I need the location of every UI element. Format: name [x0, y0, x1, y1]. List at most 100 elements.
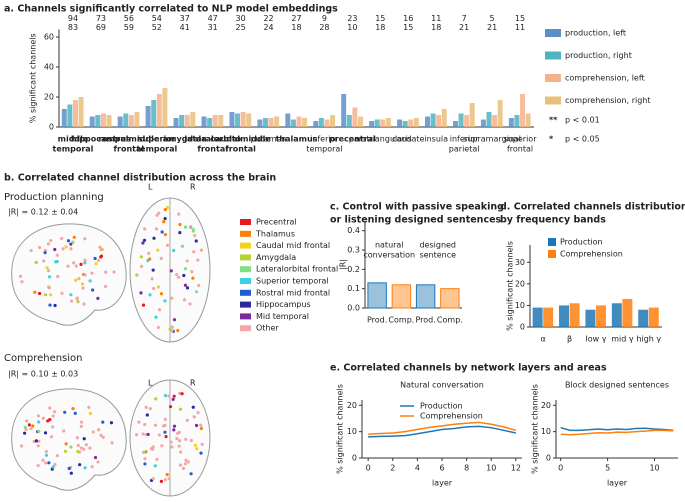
panel-title: c. Control with passive speaking	[330, 202, 504, 213]
electrode	[188, 302, 192, 306]
y-tick-label: 10	[347, 427, 357, 436]
electrode	[141, 432, 145, 436]
x-tick-label: frontal	[225, 145, 256, 154]
x-axis-label: layer	[607, 479, 628, 488]
electrode	[91, 288, 95, 292]
electrode	[43, 293, 48, 297]
x-tick-label: mid γ	[611, 335, 634, 344]
electrode	[69, 299, 74, 303]
electrode	[154, 315, 158, 319]
bar	[559, 305, 569, 327]
bar	[543, 307, 554, 327]
electrode	[165, 243, 170, 247]
electrode	[156, 248, 160, 252]
electrode	[176, 328, 180, 333]
bar	[452, 121, 458, 127]
bar	[367, 282, 387, 309]
x-tick-label: high γ	[636, 335, 661, 344]
bar	[67, 104, 73, 127]
legend-label: Mid temporal	[256, 312, 309, 321]
electrode	[140, 264, 144, 268]
bar	[212, 115, 218, 127]
electrode	[155, 457, 159, 461]
electrode	[188, 225, 192, 229]
electrode	[19, 444, 24, 448]
electrodes	[18, 206, 204, 483]
bar	[480, 119, 486, 127]
electrode	[94, 261, 98, 266]
count-label: 83	[68, 23, 78, 32]
x-tick-label: thalamus	[276, 135, 318, 144]
bar	[95, 115, 101, 127]
y-tick-label: 40	[44, 63, 54, 72]
y-axis-label: % significant channels	[336, 384, 345, 474]
line	[368, 425, 517, 438]
x-tick-label: 10	[486, 464, 496, 473]
bar	[162, 88, 168, 127]
legend-swatch	[240, 313, 251, 320]
electrode	[183, 267, 187, 271]
bar	[391, 284, 412, 309]
electrode	[200, 442, 204, 446]
electrode	[194, 423, 199, 428]
bar	[369, 121, 375, 127]
count-label: 25	[236, 23, 246, 32]
electrode	[76, 443, 80, 448]
y-tick-label: 20	[44, 93, 54, 102]
electrode	[98, 245, 102, 249]
electrode	[172, 248, 176, 253]
electrode	[192, 250, 196, 254]
electrode	[51, 425, 55, 429]
x-tick-label: inferior	[310, 135, 339, 144]
bar	[184, 115, 190, 127]
electrode	[90, 465, 94, 469]
bar	[296, 116, 302, 127]
line	[560, 426, 674, 432]
electrode	[66, 239, 71, 243]
electrode	[44, 461, 48, 465]
electrode	[66, 264, 70, 268]
electrode	[29, 248, 33, 253]
electrode	[110, 441, 114, 445]
y-tick-label: 0	[49, 123, 54, 132]
legend-label: Precentral	[256, 218, 297, 227]
bar	[408, 119, 414, 127]
count-label: 94	[68, 14, 78, 23]
brain-side	[11, 223, 127, 326]
x-tick-label: 0	[366, 464, 371, 473]
count-label: 41	[180, 23, 190, 32]
electrode	[163, 393, 168, 398]
electrode	[172, 394, 176, 398]
electrode	[177, 212, 181, 216]
bar	[268, 118, 274, 127]
y-tick-label: 0.1	[347, 284, 360, 293]
bar	[458, 113, 464, 127]
electrode	[69, 471, 73, 475]
electrode	[185, 286, 190, 290]
electrode	[189, 438, 193, 443]
electrode	[154, 397, 158, 401]
bar	[262, 118, 268, 127]
electrode	[199, 426, 203, 431]
electrode	[112, 270, 116, 274]
electrode	[47, 286, 51, 290]
y-tick-label: 20	[347, 401, 357, 410]
electrode	[145, 413, 149, 417]
bar	[464, 115, 470, 127]
electrode	[170, 296, 174, 300]
electrode	[183, 225, 188, 229]
legend-swatch	[240, 254, 251, 261]
electrode	[194, 290, 199, 294]
view-stat: |R| = 0.12 ± 0.04	[8, 208, 78, 217]
electrode	[71, 407, 75, 411]
electrode	[96, 258, 101, 263]
x-tick-label: caudalmiddle	[210, 135, 271, 144]
electrode	[177, 275, 181, 279]
x-tick-label: superior	[138, 135, 176, 144]
legend-swatch	[545, 29, 561, 37]
electrode	[159, 292, 164, 296]
electrode	[37, 439, 41, 443]
electrode	[156, 285, 160, 289]
count-label: 24	[263, 23, 273, 32]
legend-symbol: *	[549, 135, 554, 144]
